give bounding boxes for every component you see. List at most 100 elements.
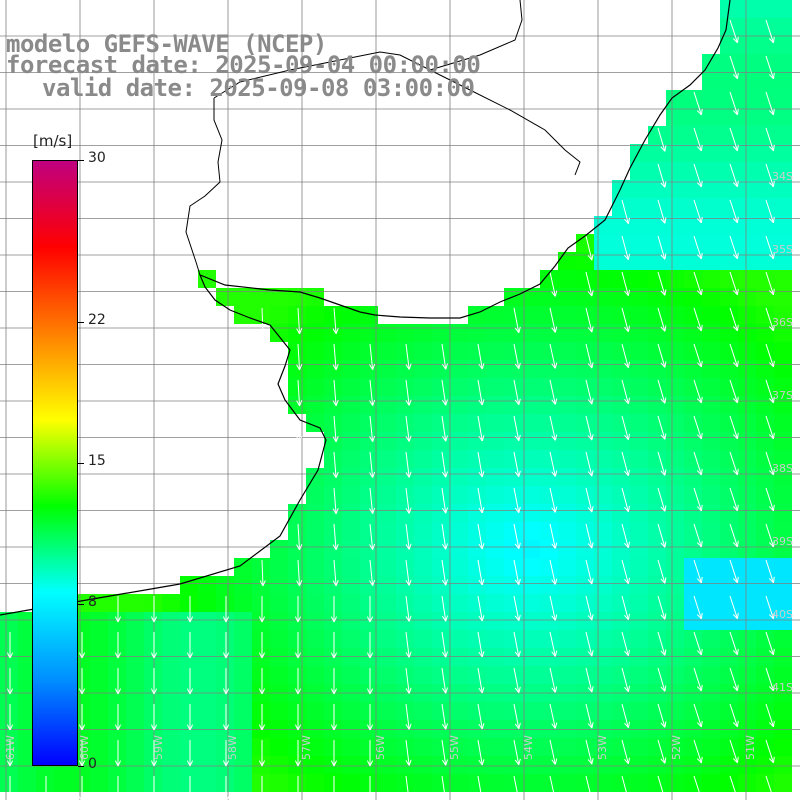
wind-speed-cell xyxy=(378,702,396,720)
wind-arrow xyxy=(477,595,485,622)
wind-speed-cell xyxy=(162,594,180,612)
wind-speed-cell xyxy=(702,108,720,126)
wind-speed-cell xyxy=(540,648,558,666)
wind-speed-cell xyxy=(594,702,612,720)
wind-speed-cell xyxy=(738,594,756,612)
wind-arrow xyxy=(549,271,558,297)
wind-speed-cell xyxy=(720,360,738,378)
wind-speed-cell xyxy=(720,648,738,666)
wind-speed-cell xyxy=(774,396,792,414)
wind-arrow xyxy=(369,487,376,514)
wind-arrow xyxy=(477,487,485,514)
wind-speed-cell xyxy=(630,396,648,414)
wind-speed-cell xyxy=(774,450,792,468)
wind-arrow xyxy=(585,487,594,513)
wind-speed-cell xyxy=(558,396,576,414)
wind-speed-cell xyxy=(576,738,594,756)
wind-speed-cell xyxy=(378,468,396,486)
wind-arrow xyxy=(549,559,558,585)
wind-speed-cell xyxy=(324,540,342,558)
wind-speed-cell xyxy=(720,432,738,450)
wind-arrow xyxy=(765,199,775,224)
wind-speed-cell xyxy=(306,612,324,630)
wind-arrow xyxy=(369,523,376,550)
wind-speed-cell xyxy=(378,486,396,504)
wind-speed-cell xyxy=(612,486,630,504)
wind-speed-cell xyxy=(648,198,666,216)
wind-speed-cell xyxy=(594,504,612,522)
wind-speed-cell xyxy=(144,630,162,648)
wind-speed-cell xyxy=(630,558,648,576)
wind-speed-cell xyxy=(378,540,396,558)
wind-arrow xyxy=(369,559,376,586)
wind-speed-cell xyxy=(666,576,684,594)
wind-arrow xyxy=(657,703,667,728)
wind-arrow xyxy=(330,668,338,695)
wind-arrow xyxy=(330,740,338,767)
wind-speed-cell xyxy=(702,198,720,216)
wind-arrow xyxy=(477,415,485,442)
wind-speed-cell xyxy=(450,468,468,486)
wind-speed-cell xyxy=(738,468,756,486)
wind-speed-cell xyxy=(522,522,540,540)
wind-speed-cell xyxy=(720,108,738,126)
wind-speed-cell xyxy=(306,342,324,360)
wind-speed-cell xyxy=(540,612,558,630)
wind-speed-cell xyxy=(576,774,594,792)
wind-speed-cell xyxy=(630,486,648,504)
wind-speed-cell xyxy=(576,378,594,396)
wind-speed-cell xyxy=(738,576,756,594)
wind-speed-cell xyxy=(702,144,720,162)
wind-arrow xyxy=(585,523,594,549)
wind-speed-cell xyxy=(522,486,540,504)
wind-speed-cell xyxy=(432,774,450,792)
wind-speed-cell xyxy=(378,396,396,414)
wind-arrow xyxy=(78,776,86,800)
wind-speed-cell xyxy=(630,738,648,756)
wind-speed-cell xyxy=(720,72,738,90)
wind-speed-cell xyxy=(594,558,612,576)
wind-speed-cell xyxy=(702,774,720,792)
wind-speed-cell xyxy=(702,702,720,720)
wind-speed-cell xyxy=(648,342,666,360)
wind-speed-cell xyxy=(774,378,792,396)
wind-speed-cell xyxy=(720,702,738,720)
wind-speed-cell xyxy=(180,774,198,792)
wind-speed-cell xyxy=(774,270,792,288)
wind-arrow xyxy=(186,740,194,767)
wind-speed-cell xyxy=(306,594,324,612)
wind-speed-cell xyxy=(414,324,432,342)
wind-speed-cell xyxy=(684,522,702,540)
wind-speed-cell xyxy=(342,360,360,378)
wind-speed-cell xyxy=(738,522,756,540)
wind-speed-cell xyxy=(756,270,774,288)
wind-arrow xyxy=(765,451,775,476)
wind-speed-cell xyxy=(234,702,252,720)
wind-speed-cell xyxy=(396,450,414,468)
wind-speed-cell xyxy=(774,0,792,18)
wind-speed-cell xyxy=(270,594,288,612)
wind-speed-cell xyxy=(540,324,558,342)
wind-speed-cell xyxy=(648,720,666,738)
wind-speed-cell xyxy=(18,720,36,738)
wind-speed-cell xyxy=(774,594,792,612)
wind-speed-cell xyxy=(378,612,396,630)
wind-speed-cell xyxy=(774,18,792,36)
wind-speed-cell xyxy=(684,540,702,558)
wind-speed-cell xyxy=(324,702,342,720)
wind-speed-cell xyxy=(450,630,468,648)
wind-speed-cell xyxy=(666,306,684,324)
wind-arrow xyxy=(330,632,338,659)
wind-speed-cell xyxy=(180,738,198,756)
wind-speed-cell xyxy=(288,324,306,342)
wind-arrow xyxy=(765,595,775,620)
wind-arrow xyxy=(259,307,266,335)
wind-speed-cell xyxy=(342,504,360,522)
wind-speed-cell xyxy=(414,774,432,792)
wind-speed-cell xyxy=(468,540,486,558)
wind-speed-cell xyxy=(126,594,144,612)
wind-speed-cell xyxy=(666,126,684,144)
wind-arrow xyxy=(441,595,449,622)
wind-speed-cell xyxy=(540,270,558,288)
wind-speed-cell xyxy=(648,252,666,270)
